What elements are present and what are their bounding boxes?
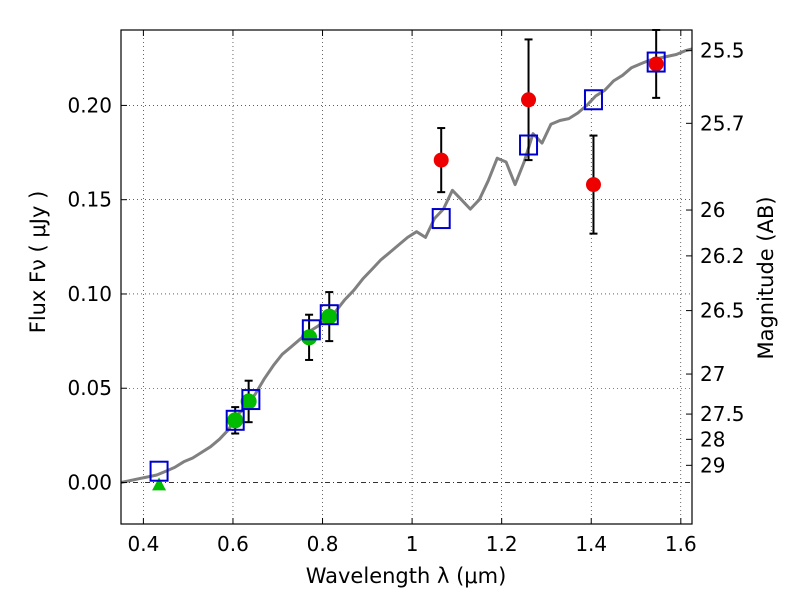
y2-axis-label: Magnitude (AB) xyxy=(754,196,778,359)
mag-tick-label: 27 xyxy=(700,362,725,386)
x-tick-label: 1 xyxy=(406,532,419,556)
blue-model-square xyxy=(241,389,261,411)
green-data-point xyxy=(321,308,338,325)
blue-model-square xyxy=(301,319,321,341)
x-tick-label: 1.6 xyxy=(665,532,697,556)
y2-axis-label-text: Magnitude (AB) xyxy=(754,196,778,359)
y-axis-label-text: Flux Fν ( μJy ) xyxy=(26,191,50,334)
plot-frame xyxy=(120,29,693,525)
red-data-point xyxy=(585,177,601,193)
mag-tick-label: 27.5 xyxy=(700,402,745,426)
x-tick-label: 0.8 xyxy=(307,532,339,556)
y-tick-label: 0.10 xyxy=(67,282,112,306)
mag-tick-label: 25.5 xyxy=(700,39,745,63)
x-tick-label: 0.6 xyxy=(217,532,249,556)
green-data-point xyxy=(301,329,318,346)
x-tick-label: 0.4 xyxy=(127,532,159,556)
mag-tick-label: 26 xyxy=(700,198,725,222)
blue-model-square xyxy=(319,304,339,326)
y-tick-label: 0.20 xyxy=(67,93,112,117)
mag-tick-label: 28 xyxy=(700,427,725,451)
y-tick-label: 0.05 xyxy=(67,376,112,400)
mag-tick-label: 25.7 xyxy=(700,111,745,135)
y-tick-label: 0.00 xyxy=(67,471,112,495)
model-spectrum-group xyxy=(120,47,693,484)
red-data-point xyxy=(521,92,537,108)
blue-model-square xyxy=(646,51,666,73)
x-axis-label: Wavelength λ (μm) xyxy=(306,564,507,588)
green-data-point xyxy=(227,412,244,429)
red-data-point xyxy=(648,56,664,72)
green-data-point xyxy=(240,393,257,410)
green-triangle-marker xyxy=(152,477,167,491)
blue-model-square xyxy=(583,89,603,111)
y-axis-label: Flux Fν ( μJy ) xyxy=(26,191,50,334)
axis-ticks-group: 0.4 0.6 0.8 1 1.2 1.4 1.6 0.00 0.05 0.10 0.15 0.20 2… xyxy=(67,30,745,556)
y-tick-label: 0.15 xyxy=(67,188,112,212)
x-axis-label-text: Wavelength λ (μm) xyxy=(306,564,507,588)
model-spectrum-line xyxy=(120,47,693,484)
x-tick-label: 1.4 xyxy=(575,532,607,556)
data-markers-group xyxy=(149,51,666,491)
mag-tick-label: 29 xyxy=(700,453,725,477)
mag-tick-label: 26.5 xyxy=(700,299,745,323)
blue-model-square xyxy=(149,460,169,482)
mag-tick-label: 26.2 xyxy=(700,244,745,268)
blue-model-square xyxy=(519,134,539,156)
blue-model-square xyxy=(431,208,451,230)
red-data-point xyxy=(433,152,449,168)
x-tick-label: 1.2 xyxy=(486,532,518,556)
blue-model-square xyxy=(225,409,245,431)
